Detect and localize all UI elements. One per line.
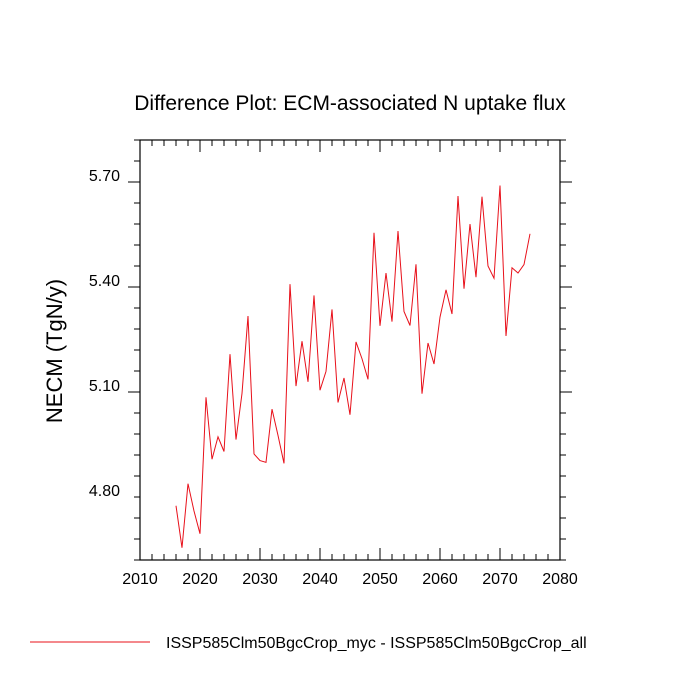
x-tick-label: 2060 [422, 571, 458, 588]
y-tick-label: 5.70 [89, 168, 120, 185]
x-tick-label: 2070 [482, 571, 518, 588]
plot-frame [139, 139, 561, 561]
y-axis: 4.80 5.10 5.40 5.70 [89, 139, 572, 561]
series-layer [175, 185, 531, 548]
x-tick-label: 2010 [122, 571, 158, 588]
x-axis: 2010 2020 2030 2040 2050 2060 2070 2080 [122, 140, 578, 588]
x-tick-label: 2040 [302, 571, 338, 588]
y-tick-label: 4.80 [89, 483, 120, 500]
y-tick-label: 5.10 [89, 378, 120, 395]
x-tick-label: 2050 [362, 571, 398, 588]
chart-title: Difference Plot: ECM-associated N uptake… [134, 92, 566, 115]
legend: ISSP585Clm50BgcCrop_myc - ISSP585Clm50Bg… [30, 635, 587, 652]
legend-label: ISSP585Clm50BgcCrop_myc - ISSP585Clm50Bg… [166, 635, 587, 652]
y-tick-label: 5.40 [89, 273, 120, 290]
x-tick-label: 2020 [182, 571, 218, 588]
series-line-0 [175, 185, 531, 548]
x-tick-label: 2030 [242, 571, 278, 588]
x-tick-label: 2080 [542, 571, 578, 588]
plot-border [139, 139, 561, 561]
y-axis-label: NECM (TgN/y) [42, 279, 67, 423]
